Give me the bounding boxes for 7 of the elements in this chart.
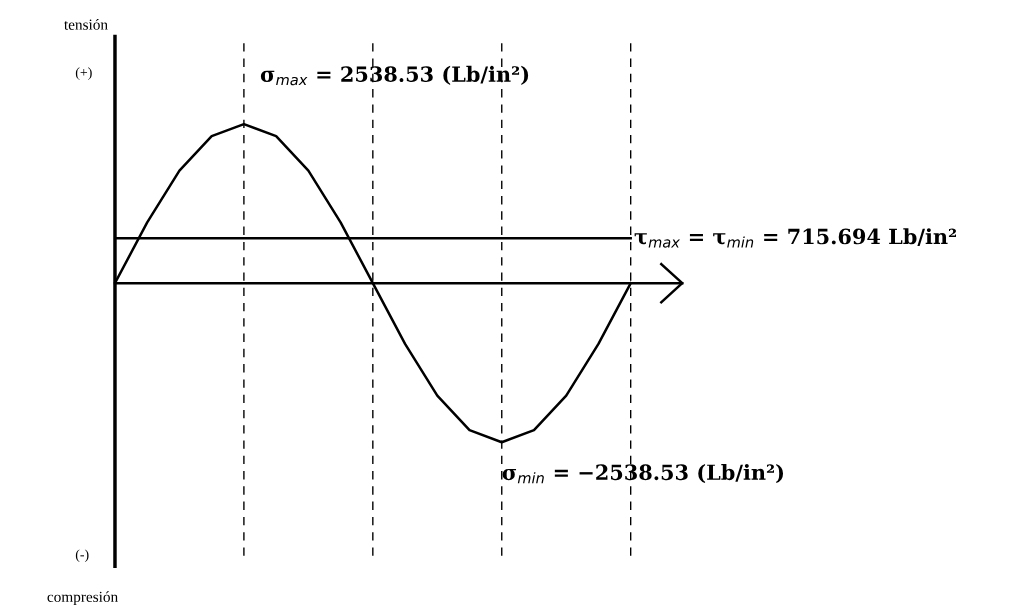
text: (+) [75, 67, 92, 80]
text: tensión [64, 18, 108, 30]
data-label: σ$_{max}$ = 2538.53 (Lb/in²) [260, 65, 529, 86]
text: compresión [47, 591, 118, 606]
data-label: σ$_{min}$ = −2538.53 (Lb/in²) [502, 464, 784, 484]
text: (-) [75, 549, 89, 563]
ref-line-label: τ$_{max}$ = τ$_{min}$ = 715.694 Lb/in² [634, 228, 956, 248]
